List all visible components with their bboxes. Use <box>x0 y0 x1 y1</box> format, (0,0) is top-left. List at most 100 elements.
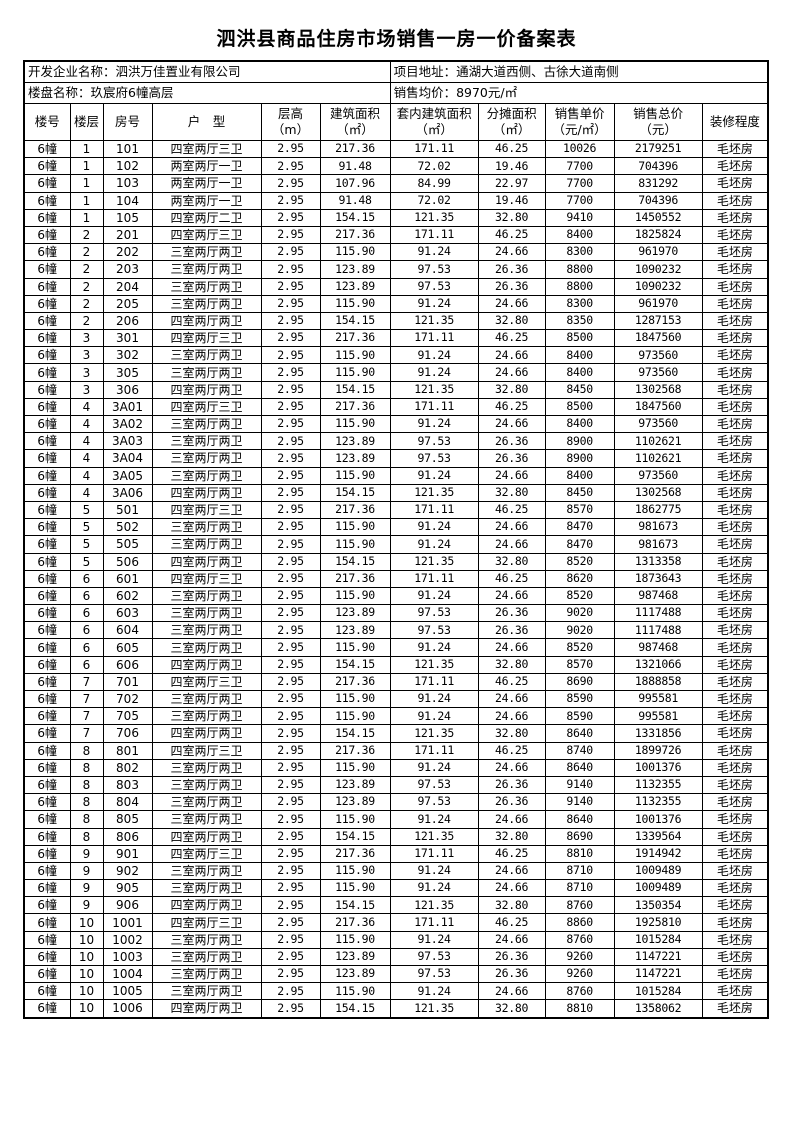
table-cell: 两室两厅一卫 <box>151 191 262 210</box>
table-cell: 6幢 <box>23 689 71 709</box>
table-cell: 毛坯房 <box>701 827 769 846</box>
table-cell: 6幢 <box>23 861 71 881</box>
table-cell: 2 <box>69 277 104 296</box>
table-cell: 123.89 <box>319 621 391 640</box>
table-cell: 毛坯房 <box>701 500 769 520</box>
table-cell: 毛坯房 <box>701 741 769 760</box>
table-cell: 2 <box>69 311 104 331</box>
table-cell: 121.35 <box>389 311 479 331</box>
table-cell: 6幢 <box>23 363 71 382</box>
table-cell: 22.97 <box>477 174 546 193</box>
table-cell: 两室两厅一卫 <box>151 174 262 193</box>
table-cell: 2.95 <box>260 260 321 279</box>
table-cell: 毛坯房 <box>701 982 769 1001</box>
table-cell: 7 <box>69 707 104 726</box>
table-cell: 1 <box>69 174 104 193</box>
table-cell: 217.36 <box>319 139 391 159</box>
table-row: 6幢 1 102 两室两厅一卫 2.95 91.48 72.02 19.46 7700 70439… <box>23 157 769 176</box>
table-cell: 2.95 <box>260 139 321 159</box>
table-cell: 1117488 <box>613 621 703 640</box>
table-cell: 217.36 <box>319 397 391 417</box>
table-cell: 204 <box>102 277 153 296</box>
table-cell: 72.02 <box>389 157 479 176</box>
table-cell: 704396 <box>613 157 703 176</box>
table-row: 6幢 4 3A04 三室两厅两卫 2.95 123.89 97.53 26.36 8900 110… <box>23 449 769 468</box>
table-cell: 2.95 <box>260 414 321 434</box>
table-cell: 6幢 <box>23 414 71 434</box>
table-row: 6幢 8 806 四室两厅两卫 2.95 154.15 121.35 32.80 8690 133… <box>23 827 769 846</box>
table-cell: 4 <box>69 397 104 417</box>
table-cell: 1002 <box>102 930 153 949</box>
table-cell: 8710 <box>544 861 615 881</box>
table-cell: 102 <box>102 157 153 176</box>
table-cell: 4 <box>69 432 104 451</box>
table-cell: 701 <box>102 672 153 692</box>
table-cell: 6 <box>69 586 104 606</box>
table-cell: 217.36 <box>319 672 391 692</box>
table-cell: 6幢 <box>23 827 71 846</box>
table-cell: 6幢 <box>23 397 71 417</box>
table-cell: 毛坯房 <box>701 793 769 812</box>
table-cell: 3A06 <box>102 483 153 502</box>
table-cell: 46.25 <box>477 397 546 417</box>
table-cell: 2.95 <box>260 208 321 227</box>
table-cell: 1825824 <box>613 225 703 245</box>
table-cell: 6幢 <box>23 775 71 795</box>
table-cell: 606 <box>102 655 153 674</box>
table-cell: 2.95 <box>260 535 321 554</box>
table-cell: 6 <box>69 638 104 657</box>
table-cell: 103 <box>102 174 153 193</box>
table-cell: 2.95 <box>260 810 321 829</box>
table-cell: 301 <box>102 329 153 348</box>
table-row: 6幢 4 3A03 三室两厅两卫 2.95 123.89 97.53 26.36 8900 110… <box>23 432 769 451</box>
table-cell: 三室两厅两卫 <box>151 243 262 262</box>
table-cell: 9 <box>69 861 104 881</box>
table-cell: 26.36 <box>477 604 546 623</box>
table-cell: 7 <box>69 689 104 709</box>
table-cell: 6幢 <box>23 191 71 210</box>
table-cell: 804 <box>102 793 153 812</box>
table-cell: 1 <box>69 139 104 159</box>
table-cell: 91.24 <box>389 363 479 382</box>
table-cell: 704396 <box>613 191 703 210</box>
table-cell: 973560 <box>613 466 703 485</box>
table-row: 6幢 9 901 四室两厅三卫 2.95 217.36 171.11 46.25 8810 191… <box>23 844 769 863</box>
average-price: 销售均价：8970元/㎡ <box>389 82 769 104</box>
table-cell: 8800 <box>544 277 615 296</box>
table-cell: 6 <box>69 569 104 588</box>
table-cell: 毛坯房 <box>701 604 769 623</box>
table-cell: 6幢 <box>23 879 71 898</box>
table-cell: 三室两厅两卫 <box>151 260 262 279</box>
table-row: 6幢 8 803 三室两厅两卫 2.95 123.89 97.53 26.36 9140 1132… <box>23 775 769 795</box>
table-cell: 24.66 <box>477 758 546 777</box>
table-cell: 961970 <box>613 294 703 313</box>
table-cell: 1302568 <box>613 483 703 502</box>
column-header-unit: （m） <box>271 122 310 137</box>
info-row: 楼盘名称：玖宸府6幢高层 销售均价：8970元/㎡ <box>23 82 769 104</box>
table-cell: 123.89 <box>319 277 391 296</box>
table-cell: 217.36 <box>319 913 391 932</box>
table-row: 6幢 6 603 三室两厅两卫 2.95 123.89 97.53 26.36 9020 1117… <box>23 604 769 623</box>
table-cell: 8400 <box>544 414 615 434</box>
table-cell: 19.46 <box>477 191 546 210</box>
table-cell: 三室两厅两卫 <box>151 947 262 967</box>
table-cell: 171.11 <box>389 225 479 245</box>
table-cell: 四室两厅三卫 <box>151 397 262 417</box>
table-cell: 171.11 <box>389 139 479 159</box>
table-cell: 1147221 <box>613 964 703 984</box>
table-cell: 6幢 <box>23 569 71 588</box>
table-cell: 91.24 <box>389 861 479 881</box>
table-cell: 6幢 <box>23 964 71 984</box>
table-cell: 2179251 <box>613 139 703 159</box>
table-cell: 24.66 <box>477 707 546 726</box>
table-row: 6幢 5 502 三室两厅两卫 2.95 115.90 91.24 24.66 8470 9816… <box>23 518 769 537</box>
table-cell: 115.90 <box>319 294 391 313</box>
table-cell: 6幢 <box>23 432 71 451</box>
table-row: 6幢 4 3A02 三室两厅两卫 2.95 115.90 91.24 24.66 8400 973… <box>23 414 769 434</box>
table-cell: 8300 <box>544 243 615 262</box>
table-cell: 46.25 <box>477 225 546 245</box>
table-cell: 6幢 <box>23 982 71 1001</box>
table-cell: 毛坯房 <box>701 621 769 640</box>
table-cell: 91.24 <box>389 294 479 313</box>
table-cell: 三室两厅两卫 <box>151 432 262 451</box>
